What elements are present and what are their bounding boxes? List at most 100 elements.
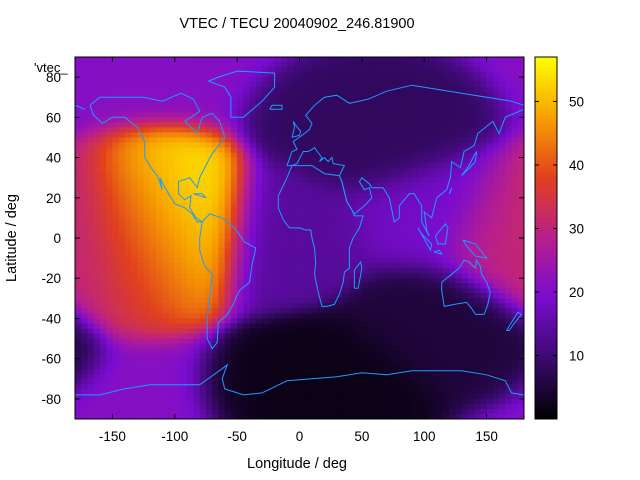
heatmap-cell (81, 107, 89, 113)
heatmap-cell (442, 147, 450, 154)
heatmap-cell (187, 232, 195, 239)
heatmap-cell (318, 127, 326, 134)
heatmap-cell (193, 172, 201, 179)
heatmap-cell (287, 62, 294, 68)
heatmap-cell (349, 172, 357, 179)
heatmap-cell (318, 147, 326, 154)
heatmap-cell (112, 298, 120, 304)
heatmap-cell (355, 378, 363, 385)
heatmap-cell (112, 227, 120, 234)
heatmap-cell (455, 147, 463, 154)
heatmap-cell (230, 57, 238, 63)
heatmap-cell (124, 363, 132, 370)
heatmap-cell (492, 102, 500, 108)
heatmap-cell (386, 142, 394, 149)
heatmap-cell (411, 348, 419, 355)
heatmap-cell (299, 388, 307, 395)
heatmap-cell (449, 278, 457, 284)
heatmap-cell (517, 258, 524, 264)
heatmap-cell (480, 207, 488, 214)
heatmap-cell (499, 107, 506, 113)
heatmap-cell (249, 182, 257, 189)
heatmap-cell (492, 303, 500, 309)
heatmap-cell (517, 147, 524, 154)
heatmap-cell (324, 172, 332, 179)
heatmap-cell (436, 182, 444, 189)
heatmap-cell (455, 202, 463, 209)
heatmap-cell (417, 162, 425, 169)
heatmap-cell (262, 137, 269, 144)
heatmap-cell (336, 323, 344, 330)
heatmap-cell (124, 67, 132, 73)
heatmap-cell (149, 313, 157, 320)
heatmap-cell (511, 127, 519, 134)
heatmap-cell (486, 278, 494, 284)
heatmap-cell (230, 217, 238, 224)
heatmap-cell (99, 117, 107, 123)
heatmap-cell (93, 182, 101, 189)
heatmap-cell (124, 398, 132, 405)
heatmap-cell (212, 273, 220, 279)
heatmap-cell (118, 142, 126, 149)
heatmap-cell (380, 358, 388, 365)
heatmap-cell (411, 162, 419, 169)
heatmap-cell (156, 283, 163, 289)
heatmap-cell (218, 127, 226, 134)
heatmap-cell (361, 132, 369, 139)
heatmap-cell (386, 182, 394, 189)
heatmap-cell (143, 192, 151, 199)
heatmap-cell (436, 378, 444, 385)
heatmap-cell (430, 127, 438, 134)
heatmap-cell (467, 278, 475, 284)
heatmap-cell (430, 238, 438, 244)
heatmap-cell (480, 202, 488, 209)
heatmap-cell (262, 303, 269, 309)
heatmap-cell (424, 378, 432, 385)
heatmap-cell (224, 238, 232, 244)
heatmap-cell (293, 378, 301, 385)
heatmap-cell (143, 117, 151, 123)
heatmap-cell (249, 293, 257, 299)
heatmap-cell (393, 278, 400, 284)
heatmap-cell (474, 278, 481, 284)
heatmap-cell (230, 333, 238, 340)
heatmap-cell (143, 102, 151, 108)
heatmap-cell (505, 268, 513, 274)
heatmap-cell (255, 62, 263, 68)
heatmap-cell (237, 157, 244, 164)
heatmap-cell (330, 243, 338, 249)
heatmap-cell (336, 67, 344, 73)
heatmap-cell (205, 112, 213, 118)
heatmap-cell (99, 162, 107, 169)
heatmap-cell (81, 87, 89, 93)
heatmap-cell (393, 72, 400, 78)
heatmap-cell (324, 238, 332, 244)
heatmap-cell (99, 308, 107, 315)
heatmap-cell (417, 182, 425, 189)
heatmap-cell (156, 227, 163, 234)
heatmap-cell (393, 303, 400, 309)
heatmap-cell (137, 197, 145, 204)
heatmap-cell (349, 258, 357, 264)
heatmap-cell (293, 398, 301, 405)
heatmap-cell (474, 172, 481, 179)
heatmap-cell (386, 227, 394, 234)
heatmap-cell (293, 57, 301, 63)
heatmap-cell (461, 142, 469, 149)
heatmap-cell (505, 348, 513, 355)
heatmap-cell (336, 87, 344, 93)
heatmap-cell (162, 273, 170, 279)
heatmap-cell (156, 353, 163, 360)
heatmap-cell (99, 137, 107, 144)
heatmap-cell (492, 388, 500, 395)
heatmap-cell (424, 142, 432, 149)
heatmap-cell (255, 162, 263, 169)
heatmap-cell (181, 363, 188, 370)
heatmap-cell (430, 363, 438, 370)
heatmap-cell (474, 353, 481, 360)
heatmap-cell (405, 57, 413, 63)
heatmap-cell (230, 313, 238, 320)
heatmap-cell (124, 82, 132, 88)
heatmap-cell (343, 207, 350, 214)
heatmap-cell (324, 202, 332, 209)
